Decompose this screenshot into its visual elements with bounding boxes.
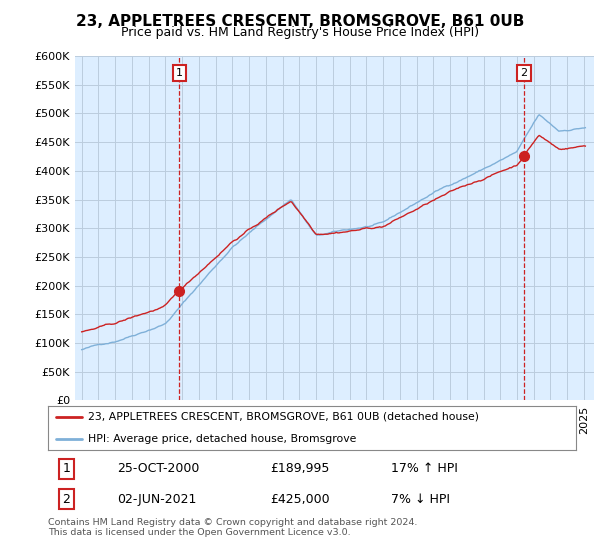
Text: 17% ↑ HPI: 17% ↑ HPI <box>391 463 458 475</box>
Text: 7% ↓ HPI: 7% ↓ HPI <box>391 493 450 506</box>
Text: Contains HM Land Registry data © Crown copyright and database right 2024.
This d: Contains HM Land Registry data © Crown c… <box>48 518 418 538</box>
Text: 02-JUN-2021: 02-JUN-2021 <box>116 493 196 506</box>
Text: 2: 2 <box>62 493 70 506</box>
Text: Price paid vs. HM Land Registry's House Price Index (HPI): Price paid vs. HM Land Registry's House … <box>121 26 479 39</box>
Text: 1: 1 <box>62 463 70 475</box>
Text: 23, APPLETREES CRESCENT, BROMSGROVE, B61 0UB: 23, APPLETREES CRESCENT, BROMSGROVE, B61… <box>76 14 524 29</box>
Text: £189,995: £189,995 <box>270 463 329 475</box>
Text: HPI: Average price, detached house, Bromsgrove: HPI: Average price, detached house, Brom… <box>88 434 356 444</box>
Text: 1: 1 <box>176 68 182 78</box>
Text: 2: 2 <box>520 68 527 78</box>
Text: 23, APPLETREES CRESCENT, BROMSGROVE, B61 0UB (detached house): 23, APPLETREES CRESCENT, BROMSGROVE, B61… <box>88 412 479 422</box>
Text: £425,000: £425,000 <box>270 493 329 506</box>
Text: 25-OCT-2000: 25-OCT-2000 <box>116 463 199 475</box>
